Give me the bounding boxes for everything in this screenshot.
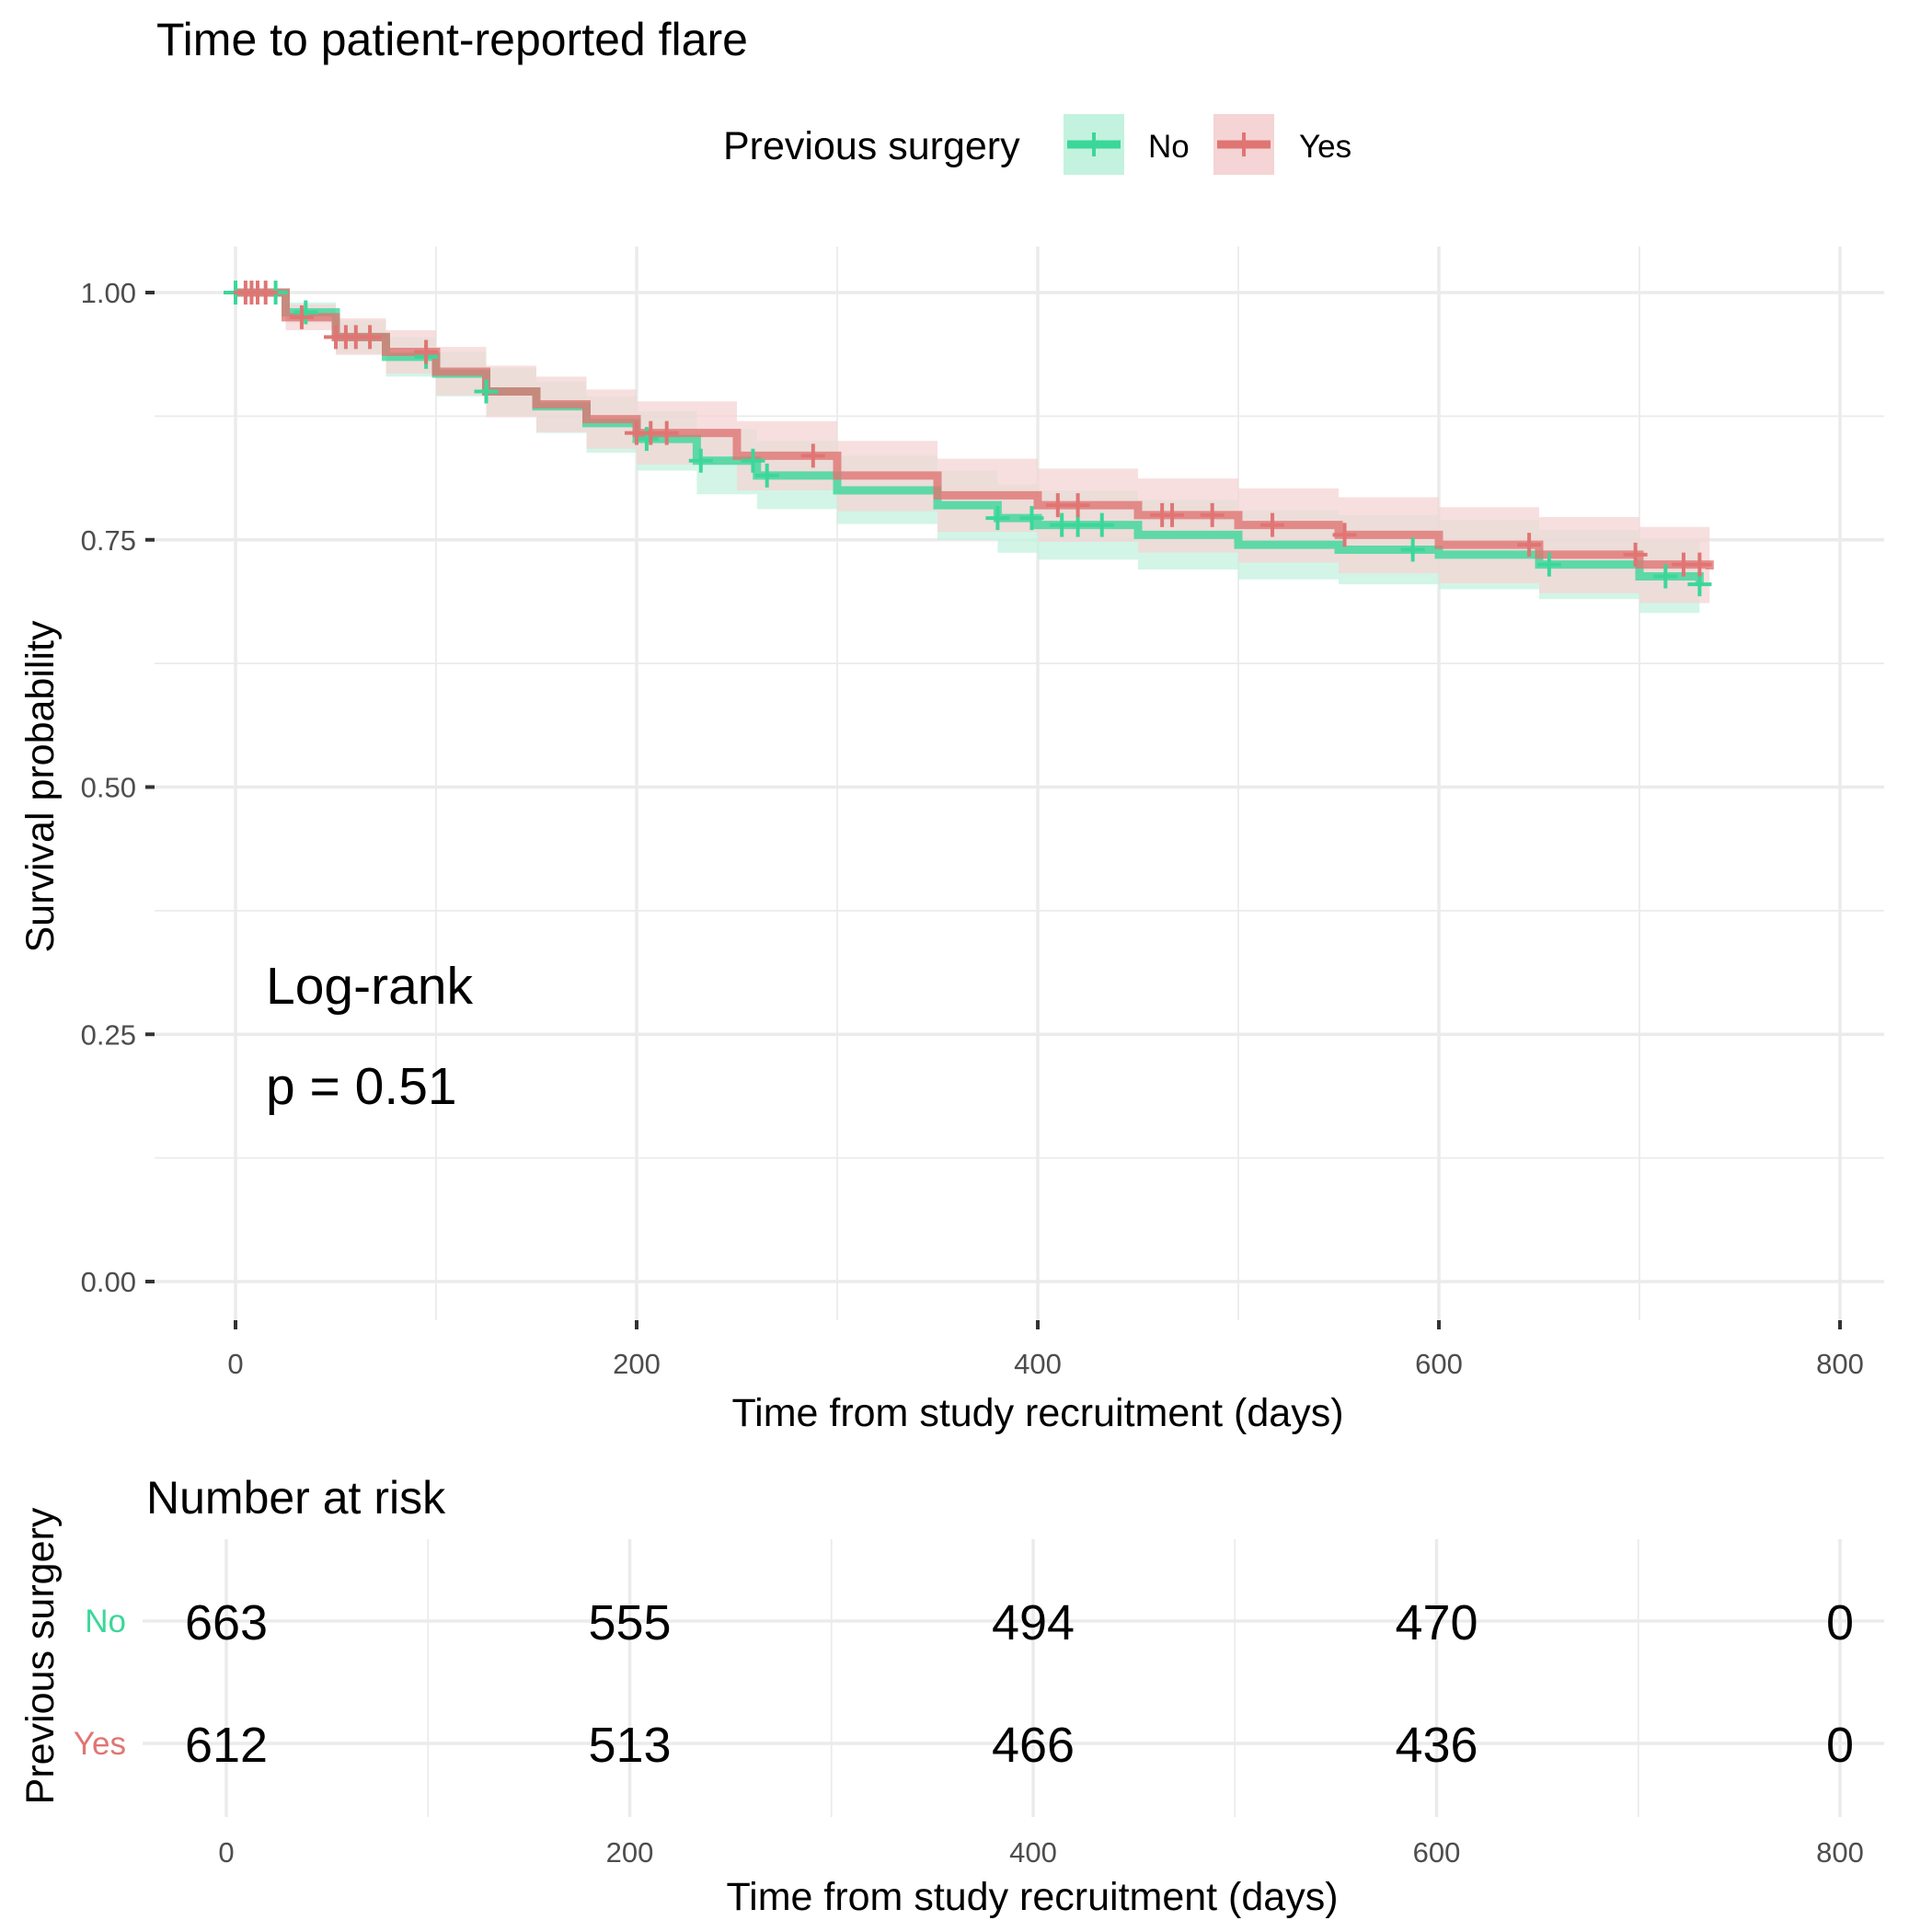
risk-cell-no: 470 <box>1395 1595 1478 1650</box>
risk-x-tick-label: 600 <box>1413 1836 1461 1869</box>
legend-title: Previous surgery <box>723 124 1020 168</box>
y-tick-label: 1.00 <box>81 277 136 309</box>
censor-mark-no <box>985 506 1010 531</box>
y-tick-label: 0.75 <box>81 524 136 557</box>
censor-mark-no <box>688 448 713 473</box>
risk-cell-yes: 466 <box>992 1718 1075 1773</box>
censor-marks <box>224 281 1712 597</box>
censor-mark-yes <box>1687 552 1712 577</box>
risk-cell-no: 0 <box>1826 1595 1854 1650</box>
censor-mark-yes <box>358 325 383 350</box>
censor-mark-yes <box>1260 512 1285 537</box>
censor-mark-yes <box>1200 502 1225 527</box>
risk-cell-no: 494 <box>992 1595 1075 1650</box>
x-tick-label: 0 <box>227 1348 243 1380</box>
confidence-bands <box>236 293 1710 619</box>
censor-mark-no <box>293 300 318 325</box>
x-axis: 0 200 400 600 800 <box>227 1320 1864 1380</box>
survival-curve-yes <box>236 288 1714 569</box>
risk-table: 663 555 494 470 0 612 513 466 436 0 No Yes 0 200 400… <box>74 1539 1884 1869</box>
legend-label-yes: Yes <box>1299 129 1351 165</box>
confidence-band-yes <box>236 293 1710 609</box>
legend-label-no: No <box>1148 129 1190 165</box>
censor-mark-no <box>741 448 765 473</box>
risk-table-y-axis-title: Previous surgery <box>18 1507 63 1804</box>
y-tick-label: 0.25 <box>81 1018 136 1051</box>
x-axis-title: Time from study recruitment (days) <box>731 1391 1343 1435</box>
censor-mark-no <box>634 427 659 452</box>
censor-mark-no <box>1019 506 1044 531</box>
y-axis-title: Survival probability <box>18 620 63 952</box>
legend: Previous surgery No Yes <box>723 114 1351 175</box>
risk-cell-yes: 436 <box>1395 1718 1478 1773</box>
censor-mark-yes <box>1332 523 1357 547</box>
risk-strata-label-yes: Yes <box>74 1726 126 1762</box>
censor-mark-no <box>1536 552 1561 577</box>
censor-mark-no <box>1653 564 1678 589</box>
x-tick-label: 600 <box>1415 1348 1463 1380</box>
risk-table-x-axis-title: Time from study recruitment (days) <box>726 1875 1338 1919</box>
censor-mark-yes <box>414 339 439 364</box>
risk-x-tick-label: 800 <box>1816 1836 1864 1869</box>
risk-cell-yes: 612 <box>185 1718 268 1773</box>
risk-cell-no: 555 <box>588 1595 671 1650</box>
y-tick-label: 0.50 <box>81 772 136 804</box>
grid <box>155 247 1884 1320</box>
risk-table-x-axis: 0 200 400 600 800 <box>218 1836 1863 1869</box>
x-tick-label: 400 <box>1014 1348 1062 1380</box>
censor-mark-no <box>1089 512 1114 537</box>
x-tick-label: 200 <box>613 1348 661 1380</box>
risk-table-grid <box>143 1539 1884 1817</box>
censor-mark-yes <box>253 281 278 305</box>
risk-strata-label-no: No <box>85 1604 126 1639</box>
censor-mark-yes <box>1045 493 1070 518</box>
logrank-label: Log-rank <box>266 957 473 1016</box>
chart-title: Time to patient-reported flare <box>156 14 748 65</box>
censor-mark-yes <box>654 420 679 445</box>
censor-mark-yes <box>1623 542 1648 567</box>
risk-x-tick-label: 0 <box>218 1836 234 1869</box>
y-axis: 0.00 0.25 0.50 0.75 1.00 <box>81 277 155 1298</box>
censor-mark-yes <box>1517 533 1542 558</box>
y-tick-label: 0.00 <box>81 1266 136 1298</box>
risk-table-strata-labels: No Yes <box>74 1604 126 1762</box>
risk-table-title: Number at risk <box>146 1472 446 1524</box>
censor-mark-yes <box>1065 493 1090 518</box>
censor-mark-no <box>754 463 779 488</box>
x-tick-label: 800 <box>1816 1348 1864 1380</box>
risk-table-values: 663 555 494 470 0 612 513 466 436 0 <box>185 1595 1854 1773</box>
risk-x-tick-label: 400 <box>1009 1836 1057 1869</box>
censor-mark-no <box>1400 537 1425 562</box>
censor-mark-yes <box>289 305 314 329</box>
logrank-pvalue: p = 0.51 <box>266 1057 457 1116</box>
risk-cell-yes: 513 <box>588 1718 671 1773</box>
risk-cell-no: 663 <box>185 1595 268 1650</box>
risk-x-tick-label: 200 <box>606 1836 654 1869</box>
censor-mark-no <box>474 379 499 404</box>
risk-cell-yes: 0 <box>1826 1718 1854 1773</box>
censor-mark-yes <box>1160 502 1185 527</box>
survival-plot-panel: 0.00 0.25 0.50 0.75 1.00 0 200 400 600 800 <box>81 247 1884 1380</box>
censor-mark-yes <box>800 443 825 468</box>
